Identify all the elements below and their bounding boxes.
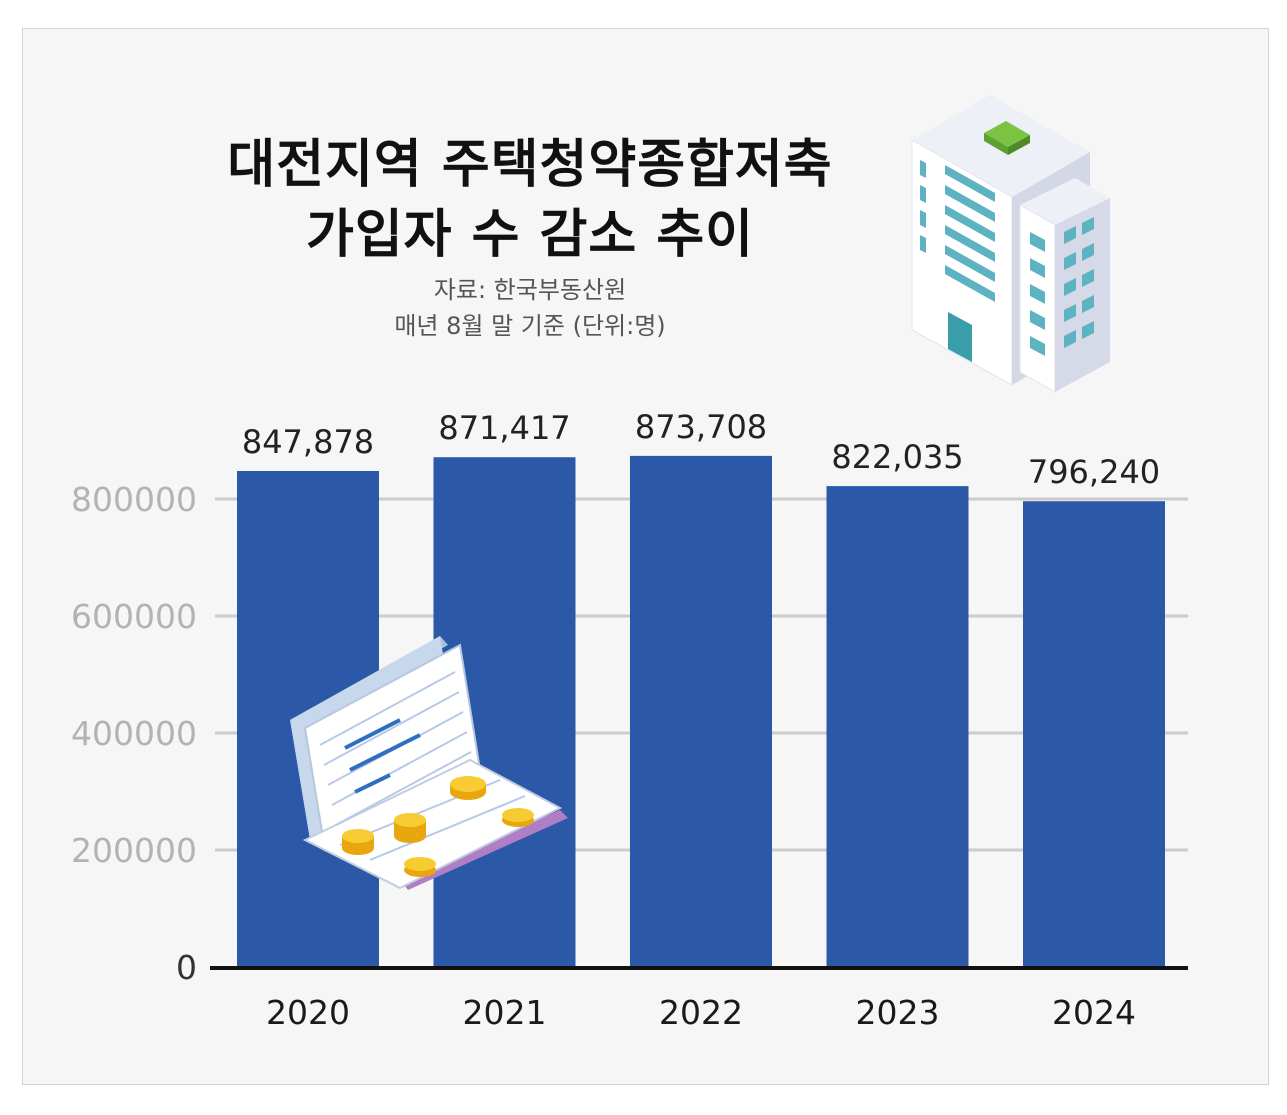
x-category-label: 2021 bbox=[463, 993, 547, 1032]
chart-title-line1: 대전지역 주택청약종합저축 bbox=[227, 135, 833, 195]
data-label: 796,240 bbox=[1028, 453, 1160, 491]
data-source: 자료: 한국부동산원 bbox=[433, 276, 627, 304]
bar-2023 bbox=[826, 486, 969, 967]
y-tick-label: 0 bbox=[176, 948, 197, 987]
data-label: 847,878 bbox=[242, 423, 374, 461]
bankbook-coins-icon bbox=[290, 636, 568, 890]
bar-2022 bbox=[630, 455, 772, 967]
x-category-label: 2023 bbox=[856, 993, 940, 1032]
data-labels: 847,878 871,417 873,708 822,035 796,240 bbox=[242, 408, 1160, 491]
x-category-label: 2020 bbox=[266, 993, 350, 1032]
data-label: 822,035 bbox=[831, 438, 963, 476]
bar-2024 bbox=[1023, 501, 1165, 967]
y-tick-label: 200000 bbox=[71, 831, 197, 870]
chart-title-line2: 가입자 수 감소 추이 bbox=[305, 205, 755, 265]
y-tick-label: 400000 bbox=[71, 714, 197, 753]
y-axis-ticks: 0 200000 400000 600000 800000 bbox=[71, 480, 197, 987]
y-tick-label: 800000 bbox=[71, 480, 197, 519]
data-label: 873,708 bbox=[635, 408, 767, 446]
x-category-label: 2024 bbox=[1052, 993, 1136, 1032]
data-label: 871,417 bbox=[438, 409, 570, 447]
x-axis-categories: 2020 2021 2022 2023 2024 bbox=[266, 993, 1136, 1032]
x-category-label: 2022 bbox=[659, 993, 743, 1032]
unit-note: 매년 8월 말 기준 (단위:명) bbox=[394, 312, 666, 340]
y-tick-label: 600000 bbox=[71, 597, 197, 636]
office-building-icon bbox=[911, 95, 1110, 393]
